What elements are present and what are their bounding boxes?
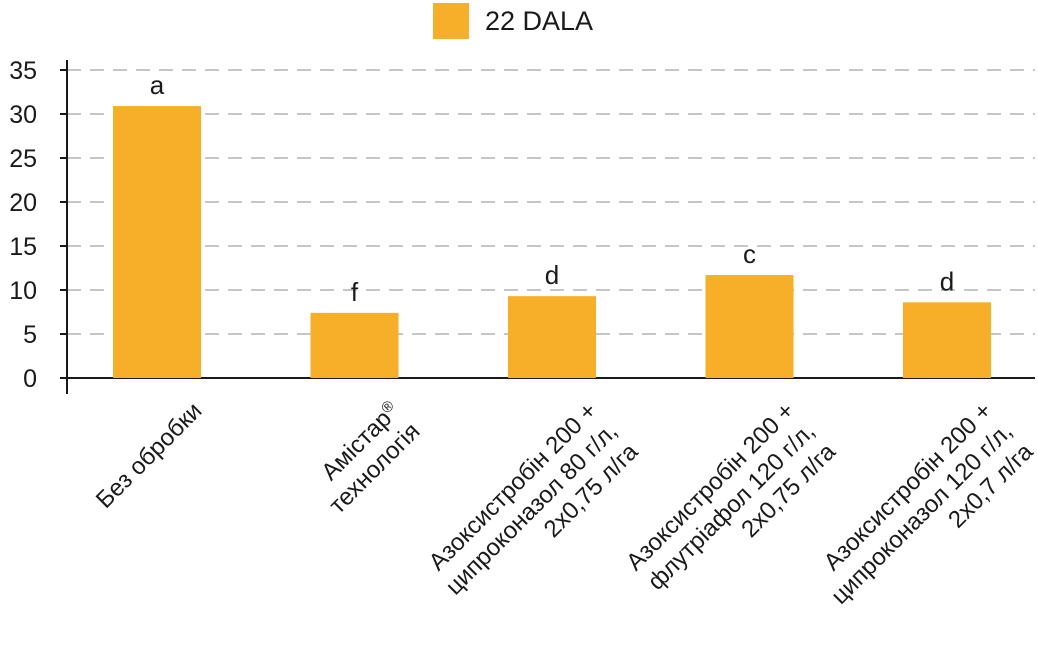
- category-label-line: ципроконазол 120 г/л,: [826, 418, 1018, 610]
- bar: [310, 312, 399, 378]
- y-axis-ticks: 0 5 10 15 20 25 30 35: [9, 57, 37, 393]
- category-label-line: Без обробки: [91, 397, 207, 513]
- legend: 22 DALA: [433, 3, 593, 39]
- bar-letter: a: [150, 70, 165, 100]
- category-label: Азоксистробін 200 +ципроконазол 80 г/л,2…: [424, 397, 644, 600]
- y-tick-label: 20: [9, 189, 37, 217]
- legend-swatch: [433, 3, 469, 39]
- bar-letter: d: [545, 260, 559, 290]
- bars: [113, 106, 991, 378]
- category-label-line: флутріафол 120 г/л,: [643, 418, 821, 596]
- bar: [113, 106, 201, 378]
- legend-label: 22 DALA: [485, 5, 594, 36]
- bar: [903, 302, 991, 378]
- bar-letter: f: [351, 277, 359, 307]
- y-tick-label: 30: [9, 101, 37, 129]
- y-tick-label: 10: [9, 277, 37, 305]
- category-label: Азоксистробін 200 +флутріафол 120 г/л,2х…: [621, 397, 841, 596]
- bar-letters: a f d c d: [150, 70, 954, 307]
- bar-letter: c: [743, 239, 756, 269]
- category-label: Амістар®технологія: [316, 397, 425, 519]
- y-tick-label: 25: [9, 145, 37, 173]
- y-tick-label: 15: [9, 233, 37, 261]
- y-tick-label: 5: [23, 321, 37, 349]
- bar-letter: d: [940, 266, 954, 296]
- bar: [508, 296, 596, 378]
- bar: [705, 275, 794, 378]
- y-tick-label: 35: [9, 57, 37, 85]
- registered-mark: ®: [378, 397, 398, 417]
- grid-lines: [67, 69, 1035, 335]
- category-labels: Без обробки Амістар®технологіяАзоксистроб…: [91, 397, 1038, 610]
- y-tick-label: 0: [23, 365, 37, 393]
- category-label-line: ципроконазол 80 г/л,: [440, 418, 622, 600]
- category-label: Азоксистробін 200 +ципроконазол 120 г/л,…: [819, 397, 1038, 610]
- category-label: Без обробки: [91, 397, 207, 513]
